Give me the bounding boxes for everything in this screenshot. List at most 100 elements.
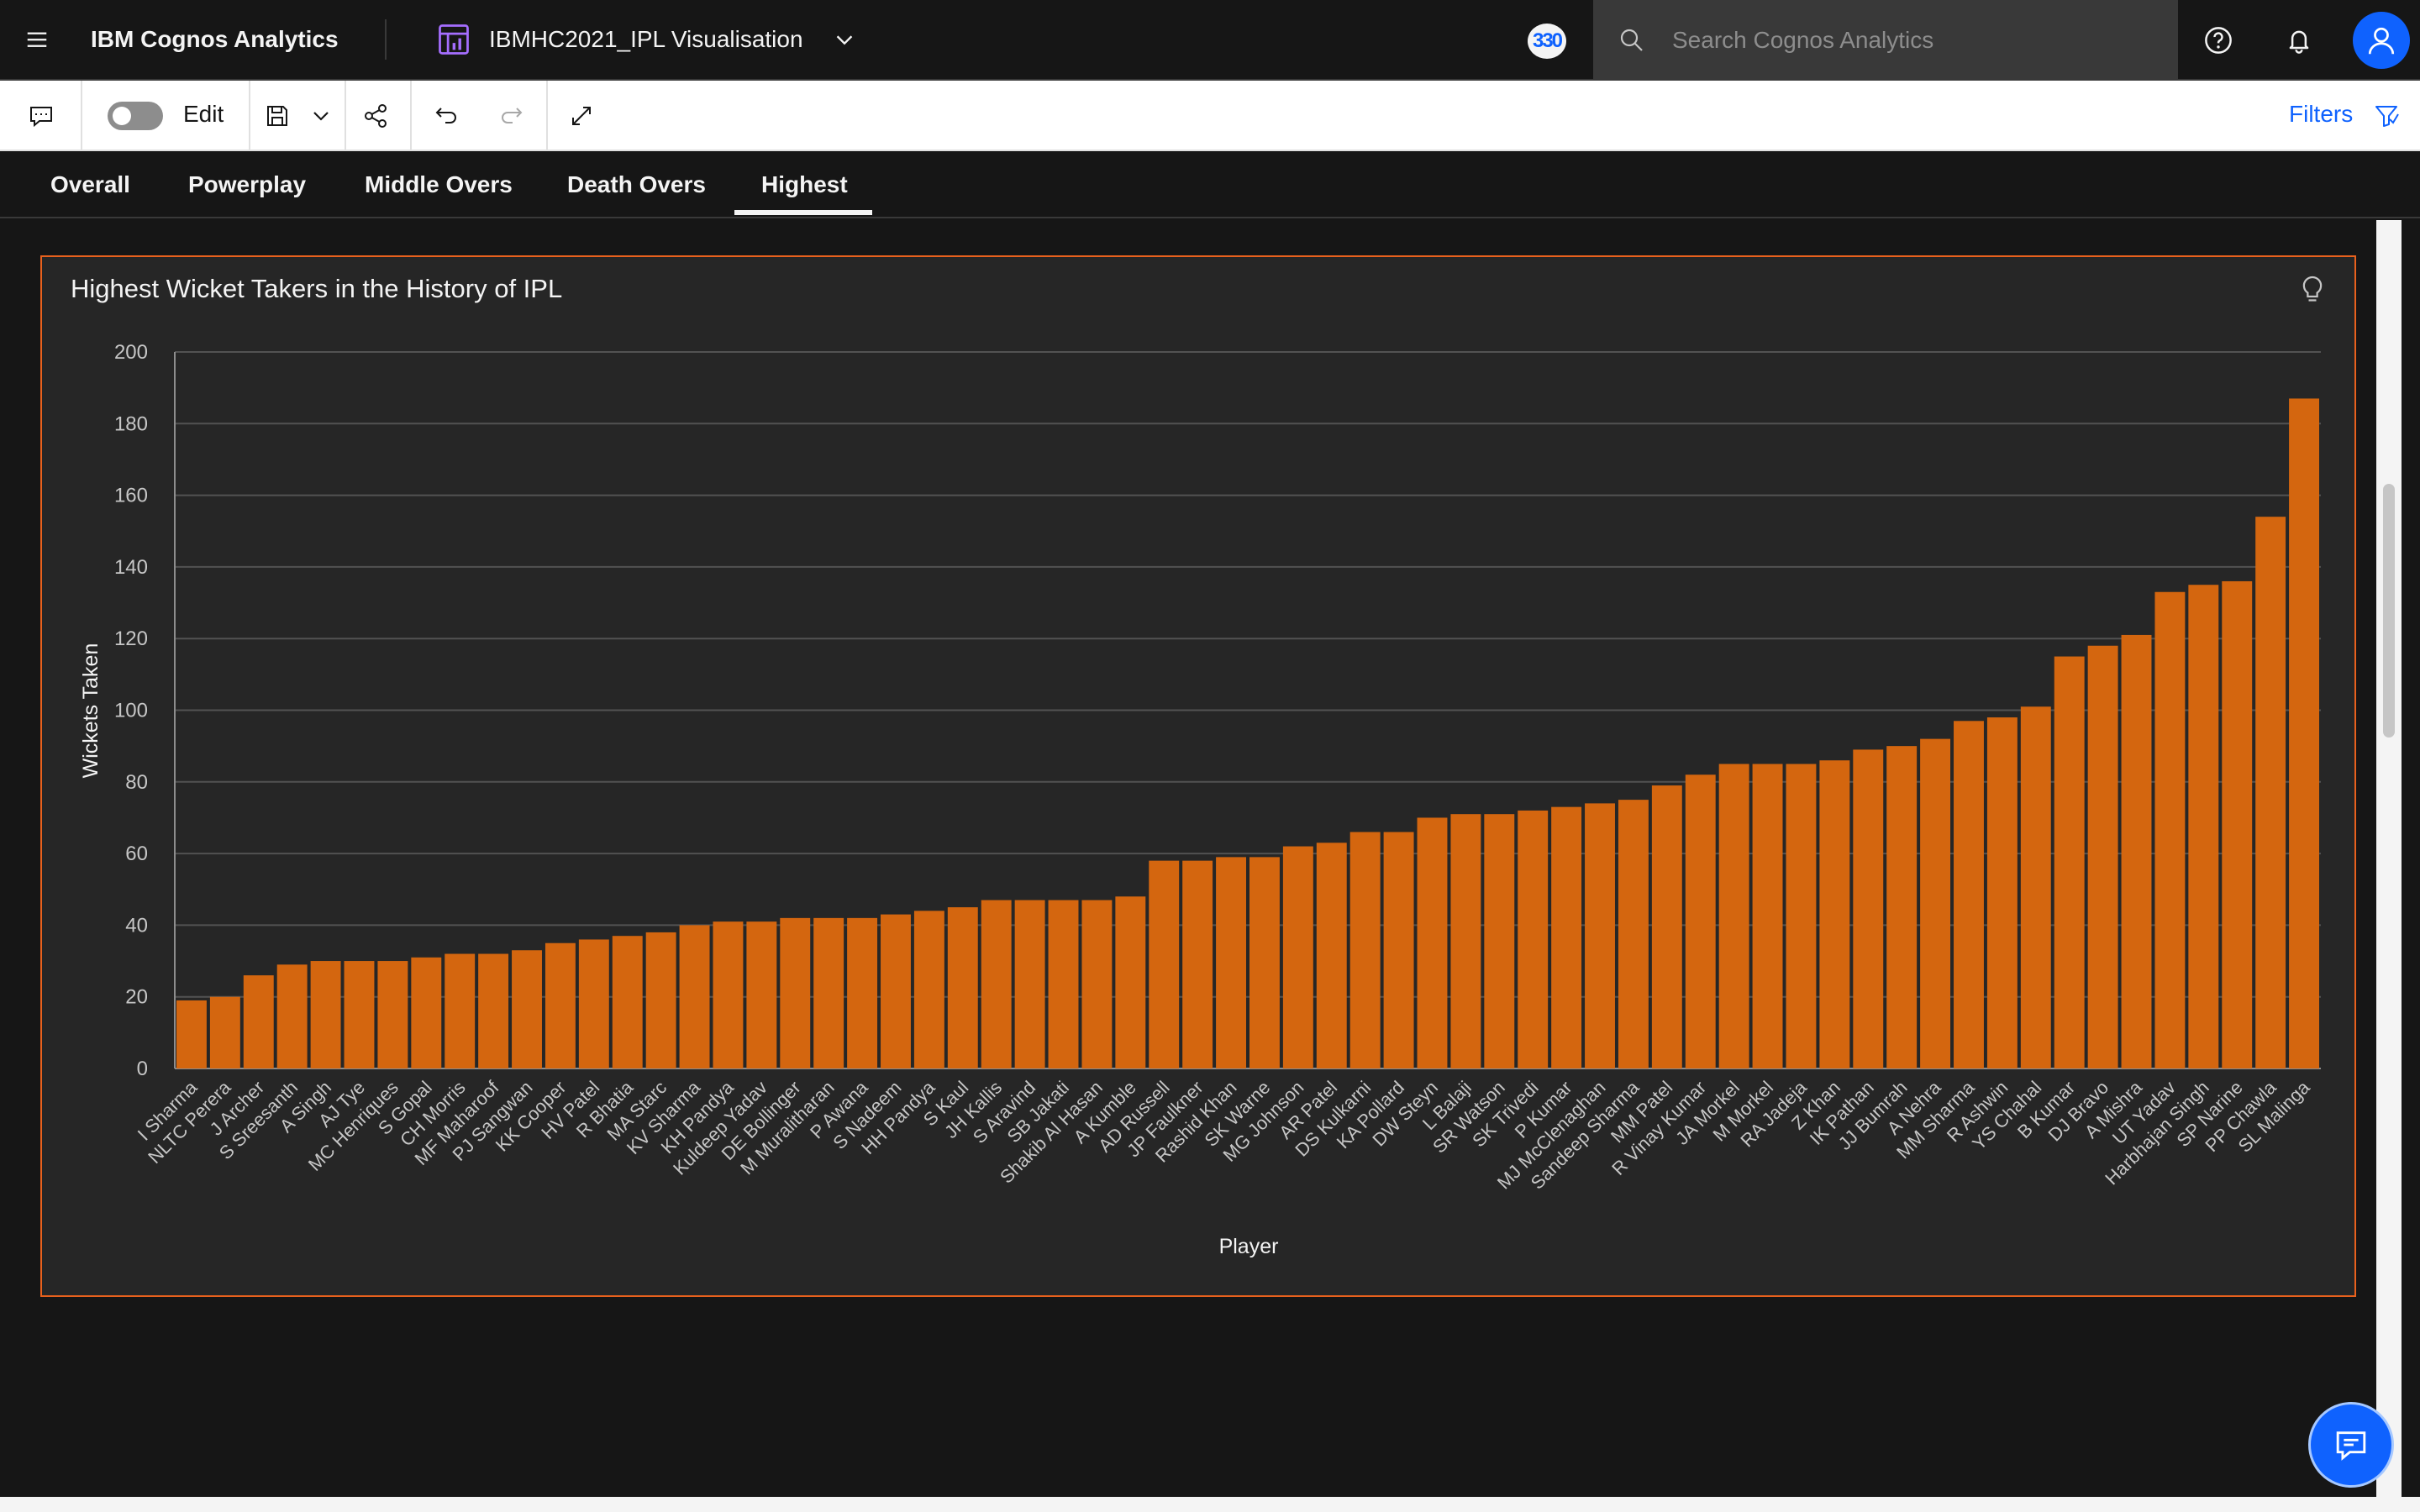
bar: [1216, 857, 1247, 1068]
bar: [1651, 785, 1682, 1068]
report-title[interactable]: IBMHC2021_IPL Visualisation: [489, 26, 803, 52]
bar: [1618, 800, 1649, 1068]
bar: [1954, 721, 1984, 1068]
y-tick-label: 20: [125, 986, 148, 1009]
bar: [1048, 900, 1079, 1068]
undo-icon[interactable]: [427, 94, 464, 138]
menu-icon[interactable]: [0, 0, 74, 80]
bar: [1282, 846, 1313, 1068]
bar: [1014, 900, 1045, 1068]
bar: [947, 907, 978, 1068]
bar: [2222, 580, 2253, 1068]
bar: [1316, 843, 1347, 1068]
y-tick-label: 100: [114, 700, 148, 722]
chat-icon[interactable]: [2311, 1404, 2391, 1485]
bar: [1115, 896, 1146, 1068]
toolbar: Edit Filters: [0, 81, 2420, 151]
widget-title: Highest Wicket Takers in the History of …: [71, 274, 563, 303]
bar: [377, 961, 408, 1068]
tab-death-overs[interactable]: Death Overs: [567, 171, 706, 197]
bar: [1920, 738, 1951, 1068]
toolbar-divider: [345, 81, 346, 151]
bar: [176, 1000, 207, 1068]
bar: [344, 961, 375, 1068]
bar: [512, 950, 542, 1068]
tab-overall[interactable]: Overall: [50, 171, 130, 197]
bar: [2054, 656, 2085, 1068]
help-icon[interactable]: [2198, 20, 2238, 60]
y-tick-label: 200: [114, 341, 148, 364]
bar: [913, 911, 944, 1068]
bar: [2289, 398, 2320, 1068]
search-bar[interactable]: [1593, 0, 2178, 81]
bar: [445, 953, 476, 1068]
bar: [1819, 760, 1850, 1068]
edit-mode-toggle[interactable]: [108, 102, 163, 130]
y-tick-label: 40: [125, 914, 148, 937]
bar: [746, 921, 777, 1068]
save-icon[interactable]: [260, 94, 294, 138]
bar: [1417, 817, 1448, 1068]
edit-label: Edit: [183, 101, 224, 127]
toolbar-divider: [546, 81, 548, 151]
y-tick-label: 0: [137, 1058, 148, 1080]
bar: [847, 917, 878, 1068]
scrollbar-thumb[interactable]: [2383, 484, 2395, 738]
toolbar-divider: [249, 81, 250, 151]
bar: [411, 957, 442, 1068]
scrollbar-track[interactable]: [2376, 220, 2402, 1497]
redo-icon[interactable]: [494, 94, 531, 138]
bar: [813, 917, 844, 1068]
bar: [1182, 860, 1213, 1068]
bar: [544, 942, 576, 1068]
bar: [612, 936, 643, 1068]
filter-icon[interactable]: [2371, 94, 2402, 138]
y-tick-label: 140: [114, 556, 148, 579]
bar: [310, 961, 341, 1068]
tab-bar: Overall Powerplay Middle Overs Death Ove…: [0, 151, 2420, 218]
bar: [881, 914, 911, 1068]
bar: [981, 900, 1012, 1068]
tab-middle-overs[interactable]: Middle Overs: [365, 171, 513, 197]
bar: [1853, 749, 1884, 1068]
bar: [1786, 764, 1817, 1068]
share-icon[interactable]: [358, 94, 393, 138]
tab-powerplay[interactable]: Powerplay: [188, 171, 307, 197]
bar: [478, 953, 509, 1068]
bar: [1685, 774, 1716, 1068]
lightbulb-icon[interactable]: [2297, 274, 2328, 304]
bar: [2020, 706, 2051, 1068]
bar: [1149, 860, 1180, 1068]
bar: [1752, 764, 1783, 1068]
toolbar-divider: [410, 81, 412, 151]
bar: [2154, 591, 2186, 1068]
product-name[interactable]: IBM Cognos Analytics: [91, 26, 339, 52]
notification-count-badge[interactable]: 330: [1528, 24, 1566, 59]
notification-icon[interactable]: [2279, 20, 2319, 60]
chevron-down-icon[interactable]: [304, 94, 338, 138]
bar: [1383, 832, 1414, 1068]
search-input[interactable]: [1670, 26, 2144, 55]
y-tick-label: 160: [114, 485, 148, 507]
y-tick-label: 120: [114, 627, 148, 650]
bar: [1518, 810, 1549, 1068]
tab-highest[interactable]: Highest: [761, 171, 848, 197]
comment-icon[interactable]: [24, 94, 59, 138]
bar: [2188, 585, 2219, 1068]
user-icon[interactable]: [2353, 12, 2410, 69]
filters-label[interactable]: Filters: [2289, 101, 2354, 127]
fullscreen-icon[interactable]: [563, 94, 600, 138]
search-icon: [1620, 29, 1643, 51]
bar: [1349, 832, 1381, 1068]
bottom-bar: [0, 1497, 2420, 1512]
y-tick-label: 80: [125, 771, 148, 794]
chevron-down-icon[interactable]: [832, 27, 857, 52]
toolbar-divider: [81, 81, 82, 151]
y-tick-label: 180: [114, 412, 148, 435]
bar: [1986, 717, 2018, 1068]
bar: [1081, 900, 1113, 1068]
active-tab-indicator: [734, 210, 872, 215]
bar: [1484, 814, 1515, 1068]
bar: [578, 939, 609, 1068]
